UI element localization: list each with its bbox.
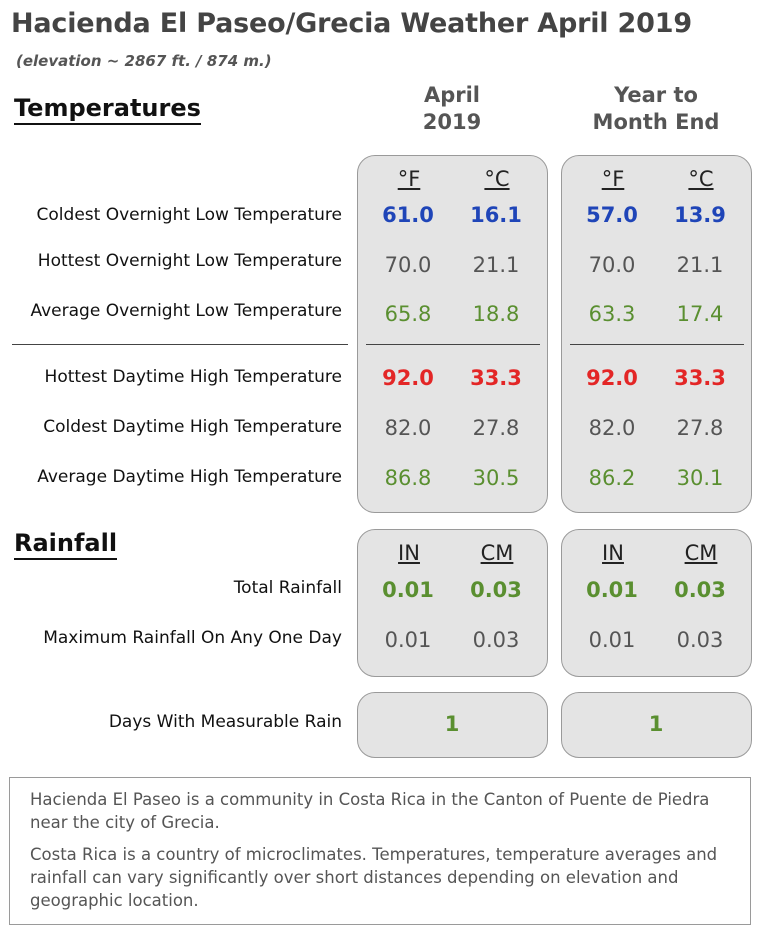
- value-coldest-low-ytd-c: 13.9: [674, 203, 726, 227]
- value-max-rain-ytd-cm: 0.03: [676, 628, 724, 652]
- value-average-low-ytd-f: 63.3: [588, 302, 636, 326]
- value-average-low-month-c: 18.8: [472, 302, 520, 326]
- unit-inches-ytd: IN: [602, 541, 624, 565]
- column-heading-ytd-line2: Month End: [592, 110, 720, 134]
- about-info-box: Hacienda El Paseo is a community in Cost…: [9, 777, 751, 925]
- value-average-high-month-c: 30.5: [472, 466, 520, 490]
- value-rain-days-month: 1: [444, 712, 460, 736]
- value-max-rain-ytd-in: 0.01: [588, 628, 636, 652]
- value-coldest-high-ytd-f: 82.0: [588, 416, 636, 440]
- value-rain-days-ytd: 1: [648, 712, 664, 736]
- page-title: Hacienda El Paseo/Grecia Weather April 2…: [11, 8, 692, 39]
- value-max-rain-month-in: 0.01: [384, 628, 432, 652]
- rain-days-panel-ytd: [561, 692, 752, 758]
- row-label-total-rainfall: Total Rainfall: [233, 578, 342, 598]
- value-coldest-high-ytd-c: 27.8: [676, 416, 724, 440]
- value-hottest-high-month-f: 92.0: [382, 366, 434, 390]
- row-label-average-daytime-high: Average Daytime High Temperature: [37, 467, 342, 487]
- unit-celsius-ytd: °C: [688, 167, 714, 191]
- temperature-panel-ytd: [561, 155, 752, 513]
- value-average-high-ytd-c: 30.1: [676, 466, 724, 490]
- section-divider-month: [366, 344, 540, 345]
- value-average-low-month-f: 65.8: [384, 302, 432, 326]
- column-heading-ytd-line1: Year to: [614, 83, 698, 107]
- unit-celsius-month: °C: [484, 167, 510, 191]
- unit-centimeters-ytd: CM: [684, 541, 718, 565]
- unit-fahrenheit-month: °F: [397, 167, 421, 191]
- value-coldest-low-ytd-f: 57.0: [586, 203, 638, 227]
- value-total-rain-ytd-in: 0.01: [586, 578, 638, 602]
- row-label-hottest-daytime-high: Hottest Daytime High Temperature: [44, 367, 342, 387]
- value-average-low-ytd-c: 17.4: [676, 302, 724, 326]
- value-coldest-high-month-f: 82.0: [384, 416, 432, 440]
- column-heading-ytd: Year to Month End: [566, 82, 746, 136]
- column-heading-month-line1: April: [423, 83, 481, 107]
- value-total-rain-month-in: 0.01: [382, 578, 434, 602]
- rain-days-panel-month: [357, 692, 548, 758]
- rainfall-panel-ytd: [561, 529, 752, 677]
- section-divider-labels: [12, 344, 348, 345]
- section-divider-ytd: [570, 344, 744, 345]
- value-coldest-low-month-c: 16.1: [470, 203, 522, 227]
- value-hottest-low-ytd-f: 70.0: [588, 253, 636, 277]
- elevation-note: (elevation ~ 2867 ft. / 874 m.): [16, 52, 272, 70]
- value-hottest-low-month-c: 21.1: [472, 253, 520, 277]
- value-coldest-low-month-f: 61.0: [382, 203, 434, 227]
- about-paragraph-microclimates: Costa Rica is a country of microclimates…: [30, 845, 718, 910]
- unit-fahrenheit-ytd: °F: [601, 167, 625, 191]
- unit-inches-month: IN: [398, 541, 420, 565]
- value-average-high-month-f: 86.8: [384, 466, 432, 490]
- value-hottest-high-ytd-f: 92.0: [586, 366, 638, 390]
- temperatures-heading: Temperatures: [14, 94, 201, 125]
- temperature-panel-month: [357, 155, 548, 513]
- value-max-rain-month-cm: 0.03: [472, 628, 520, 652]
- column-heading-month-line2: 2019: [422, 110, 482, 134]
- value-hottest-high-ytd-c: 33.3: [674, 366, 726, 390]
- value-total-rain-ytd-cm: 0.03: [674, 578, 726, 602]
- row-label-max-rainfall-one-day: Maximum Rainfall On Any One Day: [43, 628, 342, 648]
- rainfall-heading: Rainfall: [14, 529, 118, 560]
- row-label-average-overnight-low: Average Overnight Low Temperature: [30, 301, 342, 321]
- value-coldest-high-month-c: 27.8: [472, 416, 520, 440]
- rainfall-panel-month: [357, 529, 548, 677]
- row-label-days-measurable-rain: Days With Measurable Rain: [108, 712, 342, 732]
- row-label-hottest-overnight-low: Hottest Overnight Low Temperature: [37, 251, 342, 271]
- value-hottest-low-month-f: 70.0: [384, 253, 432, 277]
- value-average-high-ytd-f: 86.2: [588, 466, 636, 490]
- row-label-coldest-overnight-low: Coldest Overnight Low Temperature: [36, 205, 342, 225]
- value-total-rain-month-cm: 0.03: [470, 578, 522, 602]
- column-heading-month: April 2019: [372, 82, 532, 136]
- value-hottest-high-month-c: 33.3: [470, 366, 522, 390]
- about-paragraph-community: Hacienda El Paseo is a community in Cost…: [30, 790, 710, 832]
- value-hottest-low-ytd-c: 21.1: [676, 253, 724, 277]
- row-label-coldest-daytime-high: Coldest Daytime High Temperature: [43, 417, 342, 437]
- unit-centimeters-month: CM: [480, 541, 514, 565]
